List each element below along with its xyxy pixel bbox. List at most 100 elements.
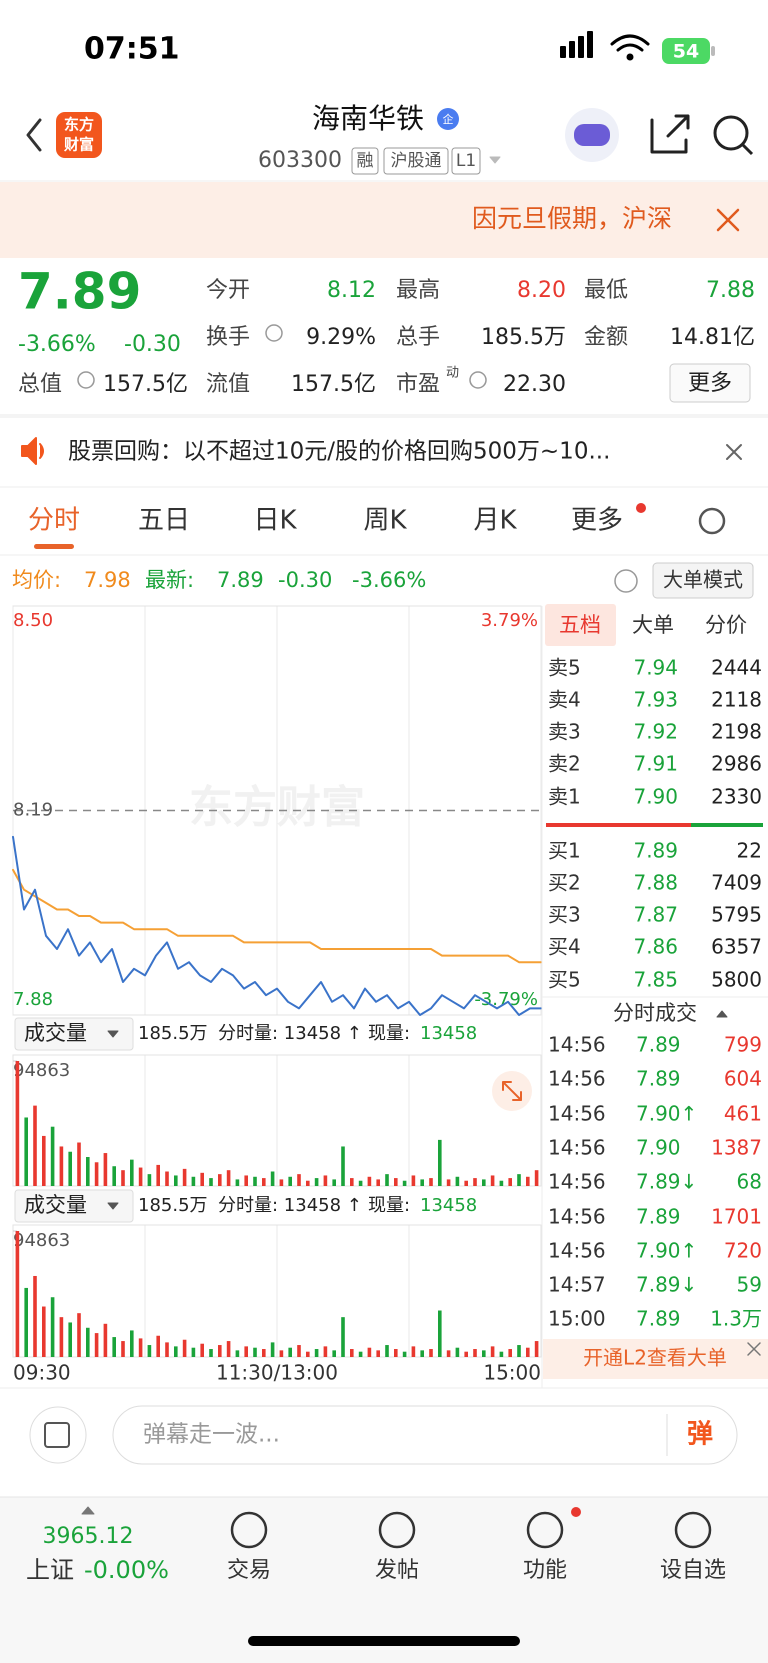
danmaku-button[interactable]: 弹 (687, 1420, 713, 1450)
back-button[interactable] (26, 118, 42, 152)
volume-bar (473, 1349, 477, 1357)
book-tab[interactable]: 大单 (632, 613, 674, 637)
volume-bar (138, 1167, 143, 1186)
avg-line (12, 868, 542, 964)
avg-label: 均价: (12, 568, 61, 592)
comment-input[interactable] (112, 1405, 738, 1465)
volume-bar (367, 1347, 372, 1357)
book-label: 卖5 (548, 656, 581, 680)
change: -0.30 (278, 568, 332, 592)
comment-list-button[interactable] (29, 1406, 87, 1464)
volume-bar (103, 1323, 108, 1357)
trade-price: 7.90↑ (636, 1102, 697, 1126)
volume-bar (499, 1180, 504, 1186)
trade-price: 7.89 (636, 1033, 681, 1057)
book-price: 7.90 (633, 785, 678, 809)
volume-bar (42, 1135, 46, 1186)
tab[interactable]: 分时 (28, 506, 80, 536)
promo-bar[interactable] (543, 1339, 768, 1379)
field-label: 今开 (206, 278, 250, 303)
volume-frame (12, 1054, 542, 1187)
mode-button[interactable] (652, 562, 754, 599)
volume-bar (77, 1313, 81, 1357)
tab[interactable]: 更多 (571, 506, 623, 536)
trade-price: 7.90 (636, 1136, 681, 1160)
list-icon (44, 1422, 70, 1448)
info-icon (469, 371, 487, 389)
volume-bar (279, 1350, 284, 1357)
trade-price: 7.89↓ (636, 1273, 697, 1297)
nav-item[interactable]: 设自选 (660, 1558, 726, 1583)
more-label: 更多 (688, 371, 732, 396)
volume-bar (429, 1349, 433, 1357)
tab[interactable]: 五日 (138, 506, 190, 536)
volume-bar (358, 1180, 363, 1186)
nav-icon (378, 1511, 416, 1549)
dropdown-arrow (489, 156, 501, 164)
volume-bar (341, 1146, 345, 1186)
banner (0, 182, 768, 258)
banner-close[interactable] (716, 208, 740, 232)
volume-bar (121, 1170, 125, 1186)
nav-item[interactable]: 交易 (227, 1558, 271, 1583)
trades-title: 分时成交 (613, 1001, 697, 1025)
volume-bar (534, 1341, 539, 1357)
book-volume: 6357 (711, 935, 762, 959)
trade-volume: 720 (724, 1239, 762, 1263)
volume-bar (235, 1179, 240, 1186)
tab[interactable]: 月K (473, 506, 517, 536)
tag: L1 (456, 151, 476, 171)
volume-selector[interactable] (14, 1017, 134, 1051)
trade-volume: 799 (724, 1033, 762, 1057)
promo-close[interactable] (747, 1342, 761, 1356)
y-tick-label: 8.50 (13, 610, 53, 631)
mode-label: 大单模式 (663, 568, 743, 592)
volume-selector[interactable] (14, 1189, 134, 1223)
tab[interactable]: 日K (253, 506, 297, 536)
expand-icon (502, 1081, 522, 1101)
nav-item[interactable]: 功能 (523, 1558, 567, 1583)
price-line (12, 835, 542, 1016)
volume-bar (209, 1178, 213, 1186)
speaker-icon (21, 437, 44, 465)
volume-bar (138, 1338, 143, 1357)
volume-bar (33, 1275, 37, 1357)
more-button[interactable] (669, 363, 751, 403)
volume-bar (86, 1327, 90, 1357)
volume-bar (402, 1180, 407, 1186)
volume-bar (446, 1179, 451, 1186)
last-label: 最新: (145, 568, 194, 592)
book-tab[interactable]: 五档 (559, 613, 601, 637)
volume-bar (244, 1346, 248, 1357)
share-button[interactable] (650, 114, 690, 154)
tab[interactable]: 周K (363, 506, 407, 536)
field-value: 8.20 (517, 278, 566, 303)
nav-item[interactable]: 发帖 (375, 1558, 419, 1583)
volume-bar (314, 1349, 319, 1357)
volume-bar (200, 1343, 204, 1357)
help-icon (614, 569, 638, 593)
ratio-red (546, 823, 691, 827)
book-volume: 2118 (711, 688, 762, 712)
search-button[interactable] (713, 115, 749, 151)
settings-button[interactable] (698, 507, 726, 535)
volume-bar (262, 1178, 266, 1186)
volume-bar (147, 1345, 152, 1357)
book-tab[interactable]: 分价 (705, 613, 747, 637)
stock-name: 海南华铁 (312, 102, 424, 135)
y-tick-label: 94863 (13, 1230, 70, 1251)
field-label: 最低 (584, 278, 628, 303)
book-volume: 5795 (711, 903, 762, 927)
comment-placeholder: 弹幕走一波... (143, 1422, 280, 1448)
tag-box (351, 147, 379, 175)
book-volume: 5800 (711, 968, 762, 992)
field-label: 总值 (18, 372, 62, 397)
red-dot (636, 503, 646, 513)
volume-bar (50, 1126, 55, 1186)
volume-bar (517, 1174, 521, 1186)
volume-bar (94, 1162, 99, 1186)
signal-bar (560, 46, 566, 58)
volume-bar (218, 1174, 222, 1186)
notice-close[interactable] (726, 444, 742, 460)
volume-bar (235, 1350, 240, 1357)
